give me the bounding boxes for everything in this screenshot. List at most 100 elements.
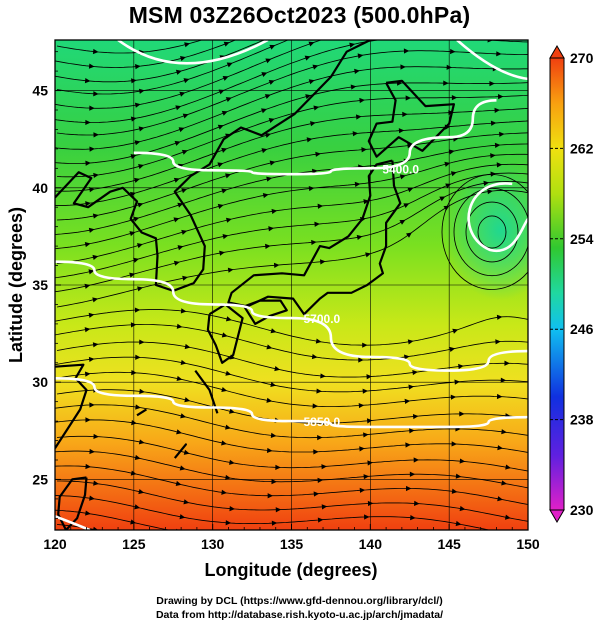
wind-arrowhead [134,454,141,461]
wind-arrowhead [408,384,415,390]
wind-arrowhead [130,153,137,160]
wind-arrowhead [443,80,449,86]
wind-arrowhead [355,114,362,120]
wind-arrowhead [359,446,365,452]
wind-arrowhead [459,458,466,464]
streamline [55,450,528,489]
y-tick-label: 30 [32,374,48,390]
coastline [55,40,371,292]
coastline [173,443,187,459]
wind-arrowhead [137,286,143,292]
wind-arrowhead [84,283,91,289]
wind-arrowhead [459,505,466,512]
wind-arrowhead [130,116,137,122]
wind-arrowhead [451,441,458,447]
wind-arrowhead [273,262,280,268]
colorbar-max-arrow [549,45,565,59]
wind-arrowhead [458,363,464,370]
wind-arrowhead [363,432,369,438]
wind-arrowhead [175,480,182,487]
wind-arrowhead [181,149,188,155]
wind-arrowhead [497,94,504,100]
wind-arrowhead [84,78,91,84]
streamline [55,371,528,407]
wind-arrowhead [139,339,145,345]
wind-arrowhead [268,80,275,85]
wind-arrowhead [494,142,501,148]
wind-arrowhead [304,55,311,61]
wind-arrowhead [266,176,273,182]
x-tick-label: 125 [122,536,146,552]
x-tick-label: 150 [516,536,540,552]
colorbar-tick-label: 230 [570,502,594,518]
wind-arrowhead [501,529,502,530]
wind-arrowhead [173,217,180,223]
streamline [55,309,528,346]
x-tick-label: 120 [43,536,67,552]
wind-arrowhead [93,526,99,530]
credit-drawing: Drawing by DCL (https://www.gfd-dennou.o… [156,595,443,607]
wind-arrowhead [358,357,364,363]
wind-arrowhead [320,373,326,379]
wind-arrowhead [85,510,91,516]
wind-arrowhead [356,234,363,240]
coastline [55,363,88,449]
wind-arrowhead [367,460,373,466]
wind-arrowhead [407,187,414,193]
wind-arrowhead [352,131,359,137]
streamline [55,107,528,192]
wind-arrowhead [221,386,228,393]
wind-arrowhead [131,370,137,376]
wind-arrowhead [88,269,95,275]
wind-arrowhead [92,213,99,219]
wind-arrowhead [405,442,411,448]
wind-arrowhead [131,420,137,426]
wind-arrowhead [88,63,95,69]
wind-arrowhead [441,35,447,40]
wind-arrows [55,35,528,530]
wind-arrowhead [138,126,145,132]
wind-arrowhead [455,520,462,527]
height-contours: 5400.0 5700.0 5850.0 [55,40,528,530]
height-contour [117,40,269,65]
wind-arrowhead [179,91,186,97]
y-tick-label: 35 [32,277,48,293]
height-contour [55,377,528,429]
wind-arrowhead [261,108,268,114]
wind-arrowhead [398,128,405,134]
wind-arrowhead [92,342,99,348]
streamline [56,94,528,178]
wind-arrowhead [184,42,191,48]
wind-arrowhead [364,514,370,520]
wind-arrowhead [226,62,233,68]
cold-low-area [445,160,528,300]
wind-arrowhead [312,64,319,70]
wind-arrowhead [490,171,497,177]
wind-arrowhead [359,97,365,104]
wind-arrowhead [496,162,503,168]
wind-arrowhead [175,69,182,75]
wind-arrowhead [266,344,273,350]
wind-arrowhead [89,146,95,152]
wind-arrowhead [221,110,228,116]
wind-arrowhead [505,464,511,470]
wind-arrowhead [489,80,495,87]
wind-arrowhead [275,464,281,470]
wind-arrowhead [180,56,186,62]
wind-arrowhead [499,131,505,137]
wind-arrowhead [225,316,232,322]
wind-arrowhead [217,203,224,209]
colorbar-scale [549,57,565,511]
wind-arrowhead [181,188,188,194]
wind-arrowhead [448,149,455,155]
wind-arrowhead [317,435,323,441]
wind-arrowhead [222,234,229,240]
colorbar-tick-label: 254 [570,231,594,247]
wind-arrowhead [225,474,231,480]
wind-arrowhead [361,147,367,153]
credit-data: Data from http://database.rish.kyoto-u.a… [155,609,444,621]
wind-arrowhead [180,413,187,419]
wind-arrowhead [180,359,187,366]
contour-label: 5400.0 [382,162,419,176]
wind-arrowhead [264,94,271,100]
